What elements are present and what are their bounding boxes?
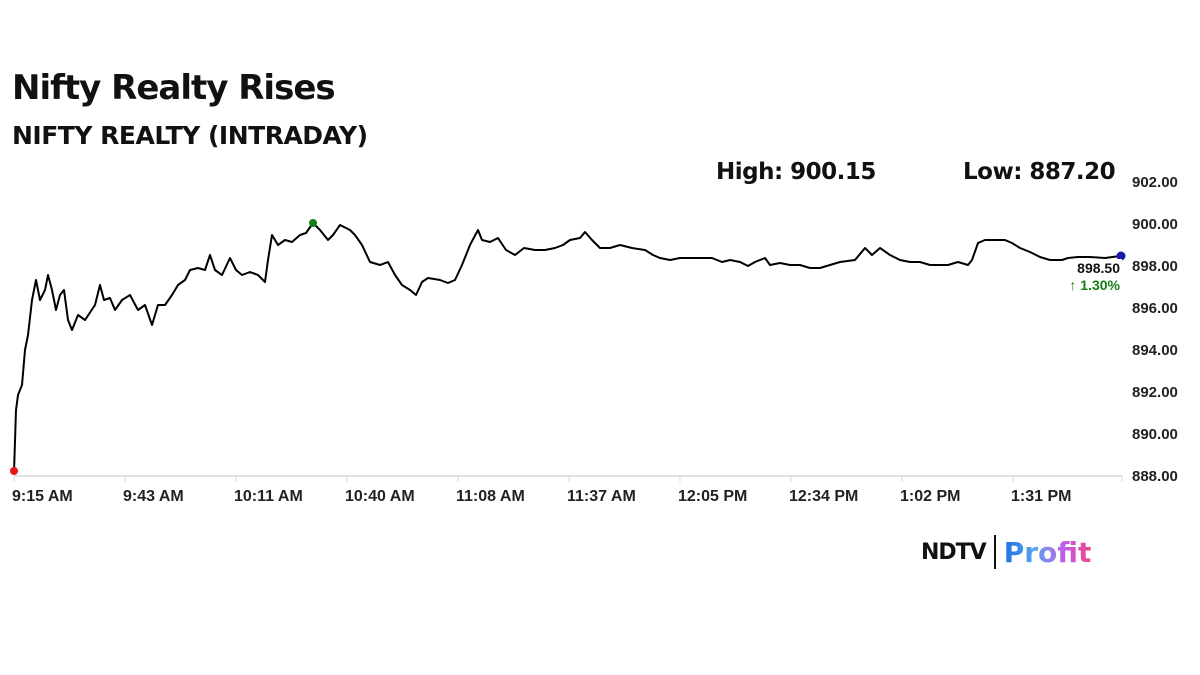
x-tick-label: 9:43 AM <box>123 488 184 505</box>
x-tick-label: 11:08 AM <box>456 488 525 505</box>
x-tick-label: 12:34 PM <box>789 488 858 505</box>
last-value: 898.50 <box>1077 260 1120 276</box>
profit-logo-text: Profit <box>1003 535 1092 569</box>
y-tick-label: 900.00 <box>1132 216 1178 233</box>
start-marker <box>10 467 18 475</box>
y-tick-label: 892.00 <box>1132 384 1178 401</box>
x-tick-label: 10:11 AM <box>234 488 303 505</box>
end-marker <box>1116 251 1126 261</box>
x-tick-label: 1:02 PM <box>900 488 960 505</box>
y-tick-label: 902.00 <box>1132 174 1178 191</box>
y-axis: 902.00 900.00 898.00 896.00 894.00 892.00 890.… <box>1132 174 1178 485</box>
y-tick-label: 894.00 <box>1132 342 1178 359</box>
y-tick-label: 890.00 <box>1132 426 1178 443</box>
up-arrow-icon: ↑ <box>1069 277 1076 293</box>
chart-title: Nifty Realty Rises <box>12 68 336 108</box>
chart-subtitle: NIFTY REALTY (INTRADAY) <box>12 121 368 150</box>
x-tick-label: 1:31 PM <box>1011 488 1071 505</box>
y-tick-label: 888.00 <box>1132 468 1178 485</box>
low-value: Low: 887.20 <box>963 159 1116 185</box>
ndtv-profit-logo: NDTV Profit <box>921 534 1091 570</box>
high-value: High: 900.15 <box>716 159 876 185</box>
ndtv-logo-text: NDTV <box>921 539 987 565</box>
change-percent: ↑ 1.30% <box>1069 277 1120 293</box>
logo-divider <box>993 535 996 569</box>
x-axis: 9:15 AM 9:43 AM 10:11 AM 10:40 AM 11:08 AM 11… <box>12 476 1123 505</box>
price-line <box>13 222 1121 473</box>
x-tick-label: 10:40 AM <box>345 488 415 505</box>
x-tick-label: 11:37 AM <box>567 488 636 505</box>
x-tick-label: 9:15 AM <box>12 488 73 505</box>
y-tick-label: 896.00 <box>1132 300 1178 317</box>
y-tick-label: 898.00 <box>1132 258 1178 275</box>
high-marker <box>309 219 317 227</box>
last-value-box <box>1068 259 1122 295</box>
x-tick-label: 12:05 PM <box>678 488 747 505</box>
